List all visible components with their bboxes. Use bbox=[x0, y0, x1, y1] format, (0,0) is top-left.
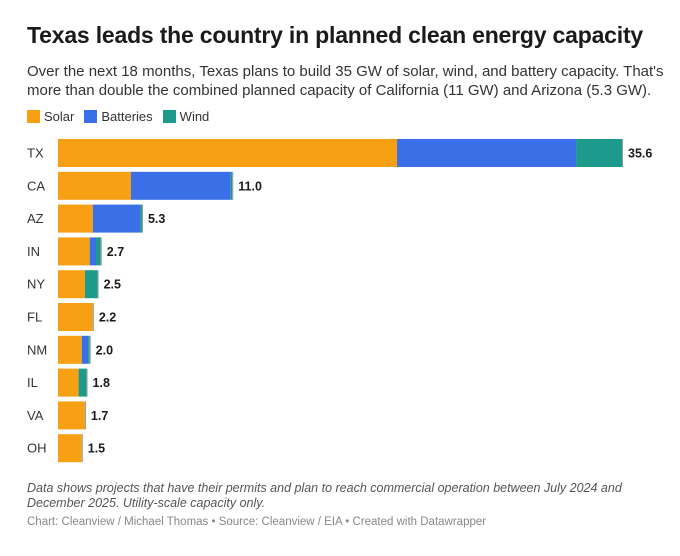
chart-title: Texas leads the country in planned clean… bbox=[27, 22, 643, 48]
bar-segment-batteries bbox=[92, 204, 141, 233]
bar-segment-wind bbox=[96, 237, 101, 266]
bar-end-line bbox=[100, 237, 102, 266]
bar-end-line bbox=[86, 368, 88, 397]
bar-row-az: AZ 5.3 bbox=[27, 204, 165, 233]
category-label: IL bbox=[27, 375, 38, 390]
bar-row-in: IN 2.7 bbox=[27, 237, 124, 266]
legend-swatch-batteries bbox=[84, 110, 98, 123]
value-label: 2.2 bbox=[99, 311, 116, 325]
bar-segment-wind bbox=[230, 171, 233, 200]
value-label: 2.5 bbox=[104, 278, 121, 292]
category-label: NY bbox=[27, 277, 45, 292]
value-label: 1.5 bbox=[88, 442, 105, 456]
value-label: 2.0 bbox=[96, 343, 113, 357]
legend-swatch-solar bbox=[27, 110, 40, 123]
legend-label-solar: Solar bbox=[44, 109, 75, 124]
bar-segment-solar bbox=[58, 368, 79, 397]
bar-segment-solar bbox=[58, 139, 398, 167]
bar-end-line bbox=[89, 335, 91, 364]
bar-segment-batteries bbox=[89, 237, 97, 266]
bar-row-il: IL 1.8 bbox=[27, 368, 110, 397]
category-label: OH bbox=[27, 441, 47, 456]
bar-segment-wind bbox=[84, 270, 98, 299]
bar-segment-wind bbox=[88, 335, 90, 364]
legend-item-solar: Solar bbox=[27, 109, 74, 124]
bar-row-va: VA 1.7 bbox=[27, 401, 108, 430]
bar-segment-wind bbox=[140, 204, 142, 233]
bar-row-ca: CA 11.0 bbox=[27, 171, 262, 200]
category-label: NM bbox=[27, 342, 47, 357]
value-label: 11.0 bbox=[238, 179, 262, 193]
bar-segment-solar bbox=[58, 401, 85, 430]
bar-segment-solar bbox=[58, 335, 82, 364]
legend-item-wind: Wind bbox=[162, 109, 210, 124]
bar-row-oh: OH 1.5 bbox=[27, 434, 105, 463]
category-label: CA bbox=[27, 178, 45, 193]
bar-row-tx: TX 35.6 bbox=[27, 139, 652, 167]
category-label: AZ bbox=[27, 211, 44, 226]
bar-end-line bbox=[81, 434, 83, 463]
legend: Solar Batteries Wind bbox=[27, 109, 219, 124]
value-label: 35.6 bbox=[628, 147, 652, 161]
bar-end-line bbox=[84, 401, 86, 430]
chart-credit: Chart: Cleanview / Michael Thomas • Sour… bbox=[27, 516, 487, 528]
bar-segment-solar bbox=[58, 434, 82, 463]
value-label: 2.7 bbox=[107, 245, 124, 259]
bar-chart: TX 35.6 CA 11.0 AZ 5.3 IN 2.7 NY 2.5 FL 2.2 NM 2.0 IL 1… bbox=[27, 139, 652, 463]
legend-label-batteries: Batteries bbox=[101, 109, 153, 124]
chart-subtitle: Over the next 18 months, Texas plans to … bbox=[27, 63, 664, 99]
legend-swatch-wind bbox=[162, 110, 176, 123]
value-label: 1.7 bbox=[91, 409, 108, 423]
value-label: 1.8 bbox=[93, 376, 110, 390]
bar-segment-solar bbox=[58, 270, 85, 299]
bar-row-ny: NY 2.5 bbox=[27, 270, 121, 299]
bar-segment-batteries bbox=[81, 335, 89, 364]
legend-label-wind: Wind bbox=[179, 109, 210, 124]
bar-row-nm: NM 2.0 bbox=[27, 335, 113, 364]
category-label: FL bbox=[27, 310, 42, 325]
bar-segment-batteries bbox=[130, 171, 231, 200]
bar-end-line bbox=[97, 270, 99, 299]
bar-segment-wind bbox=[576, 139, 622, 167]
value-label: 5.3 bbox=[148, 212, 165, 226]
bar-end-line bbox=[92, 303, 94, 331]
bar-segment-solar bbox=[58, 204, 93, 233]
bar-segment-batteries bbox=[397, 139, 577, 167]
category-label: IN bbox=[27, 244, 40, 259]
bar-segment-solar bbox=[58, 237, 90, 266]
category-label: TX bbox=[27, 146, 44, 161]
bar-row-fl: FL 2.2 bbox=[27, 303, 116, 331]
bar-end-line bbox=[232, 171, 234, 200]
legend-item-batteries: Batteries bbox=[84, 109, 153, 124]
bar-end-line bbox=[141, 204, 143, 233]
bar-segment-solar bbox=[58, 303, 93, 331]
chart-note: Data shows projects that have their perm… bbox=[27, 481, 622, 510]
bar-segment-solar bbox=[58, 171, 131, 200]
category-label: VA bbox=[27, 408, 44, 423]
bar-end-line bbox=[622, 139, 623, 167]
bar-segment-wind bbox=[78, 368, 87, 397]
